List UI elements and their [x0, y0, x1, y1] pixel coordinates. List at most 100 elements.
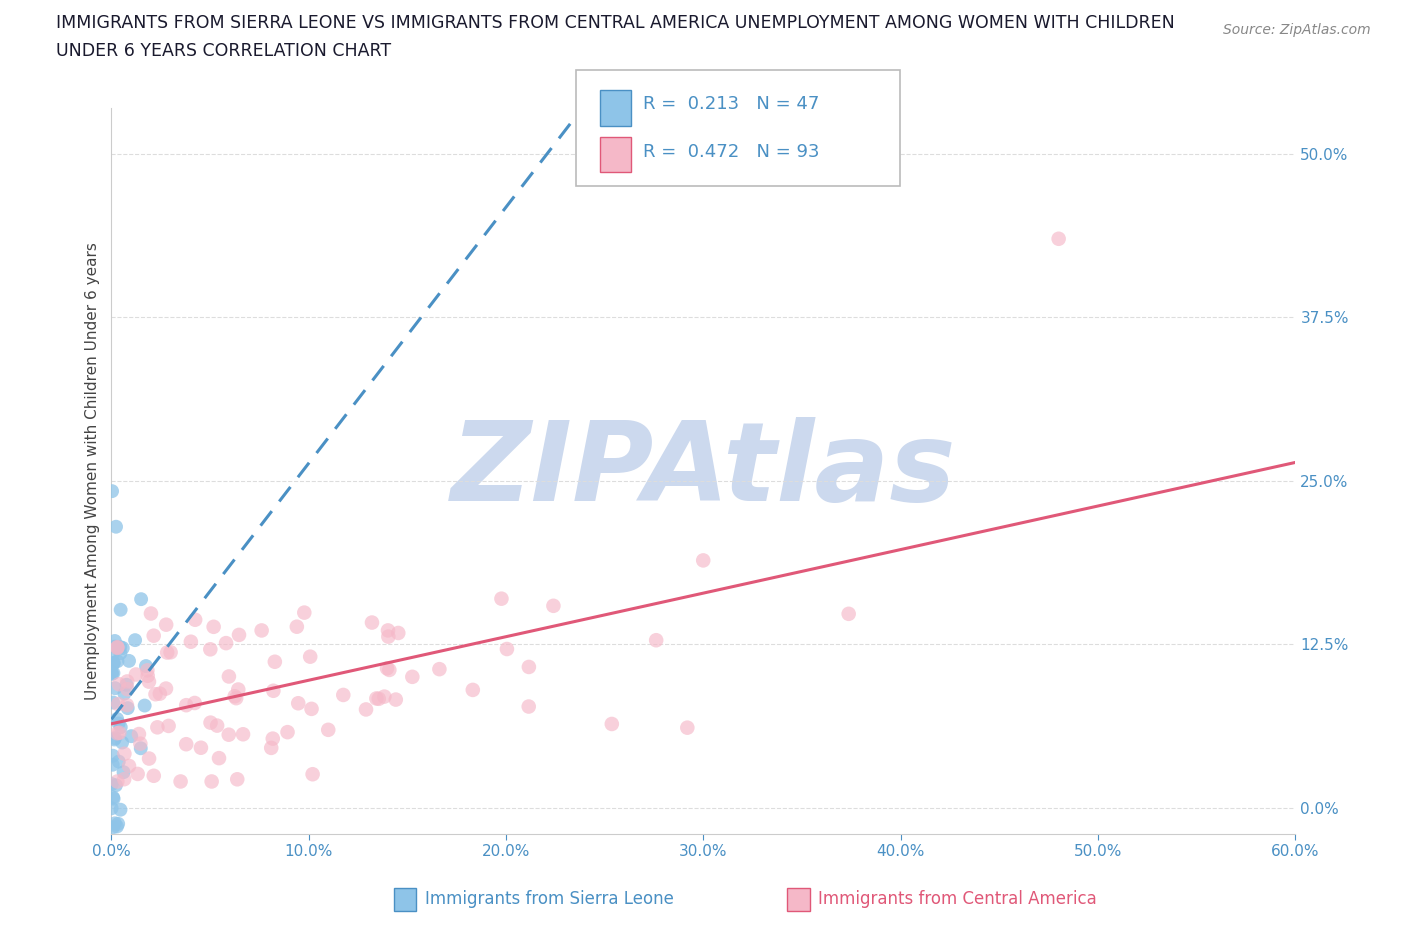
Point [250, 623, 273, 638]
Point [645, 632, 668, 647]
Point [332, 687, 354, 702]
Point [104, 639, 127, 654]
Point [135, 658, 157, 673]
Point [232, 727, 254, 742]
Point [127, 766, 149, 781]
Point [316, 723, 339, 737]
Point [262, 684, 284, 698]
Point [401, 670, 423, 684]
Point [105, 774, 128, 789]
Point [105, 711, 128, 726]
Point [107, 754, 129, 769]
Text: R =  0.213   N = 47: R = 0.213 N = 47 [643, 95, 818, 113]
Point [112, 686, 135, 701]
Point [377, 623, 399, 638]
Point [517, 659, 540, 674]
Point [115, 698, 138, 712]
Point [103, 695, 125, 710]
Point [277, 724, 299, 739]
Point [105, 641, 128, 656]
Point [101, 820, 124, 835]
Text: R =  0.472   N = 93: R = 0.472 N = 93 [643, 142, 820, 161]
Point [101, 749, 124, 764]
Point [100, 777, 122, 791]
Point [190, 740, 212, 755]
Point [366, 691, 388, 706]
Point [205, 718, 228, 733]
Point [263, 655, 285, 670]
Point [105, 640, 128, 655]
Point [838, 606, 860, 621]
Point [262, 731, 284, 746]
Point [378, 662, 401, 677]
Point [139, 606, 162, 621]
Point [155, 618, 177, 632]
Point [138, 751, 160, 766]
Point [184, 612, 207, 627]
Point [103, 791, 125, 806]
Point [120, 729, 142, 744]
Point [156, 645, 179, 660]
Point [105, 725, 128, 740]
Point [110, 803, 132, 817]
Point [128, 726, 150, 741]
Point [367, 691, 389, 706]
Point [101, 790, 124, 805]
Point [218, 669, 240, 684]
Point [226, 772, 249, 787]
Point [101, 665, 124, 680]
Point [125, 667, 148, 682]
Point [301, 767, 323, 782]
Point [517, 699, 540, 714]
Point [301, 701, 323, 716]
Point [112, 772, 135, 787]
Point [260, 740, 283, 755]
Point [103, 666, 125, 681]
Point [375, 661, 398, 676]
Point [104, 731, 127, 746]
Text: Source: ZipAtlas.com: Source: ZipAtlas.com [1223, 23, 1371, 37]
Point [224, 689, 246, 704]
Point [112, 764, 135, 779]
Point [107, 697, 129, 711]
Point [202, 619, 225, 634]
Point [183, 696, 205, 711]
Text: UNDER 6 YEARS CORRELATION CHART: UNDER 6 YEARS CORRELATION CHART [56, 42, 391, 60]
Point [200, 715, 222, 730]
Point [142, 768, 165, 783]
Point [145, 686, 167, 701]
Point [159, 644, 181, 659]
Point [129, 591, 152, 606]
Point [377, 630, 399, 644]
Point [461, 683, 484, 698]
Point [108, 725, 131, 740]
Point [111, 735, 134, 750]
Point [104, 816, 127, 830]
Point [112, 746, 135, 761]
Point [208, 751, 231, 765]
Point [299, 649, 322, 664]
Point [136, 669, 159, 684]
Point [361, 615, 384, 630]
Point [129, 741, 152, 756]
Point [157, 719, 180, 734]
Point [225, 691, 247, 706]
Point [118, 654, 141, 669]
Point [107, 716, 129, 731]
Point [101, 667, 124, 682]
Point [101, 647, 124, 662]
Point [373, 689, 395, 704]
Point [110, 603, 132, 618]
Point [1047, 232, 1070, 246]
Point [104, 681, 127, 696]
Point [107, 817, 129, 831]
Point [100, 801, 122, 816]
Point [676, 720, 699, 735]
Point [218, 727, 240, 742]
Point [110, 645, 132, 660]
Point [142, 629, 165, 644]
Point [117, 682, 139, 697]
Point [226, 682, 249, 697]
Point [108, 677, 131, 692]
Point [429, 662, 451, 677]
